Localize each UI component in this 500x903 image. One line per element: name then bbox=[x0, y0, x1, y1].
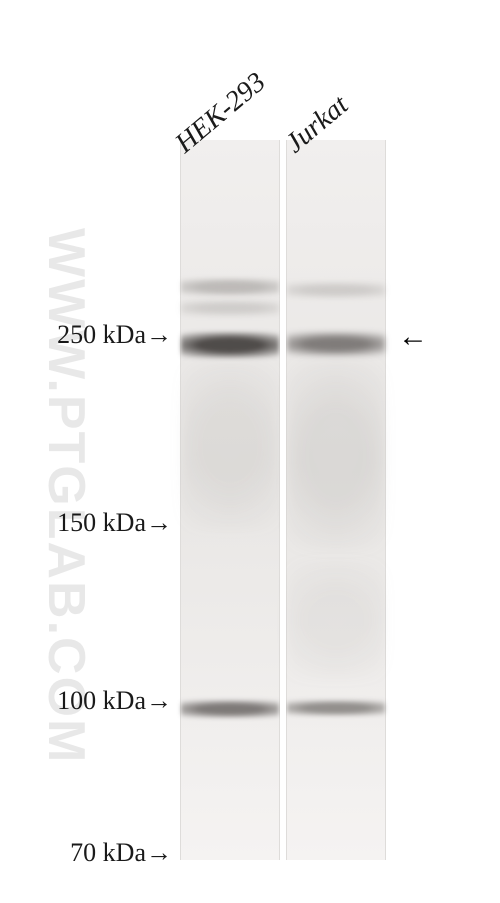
target-band-arrow-icon: ← bbox=[398, 320, 428, 354]
blot-band bbox=[181, 332, 279, 358]
blot-band bbox=[287, 700, 385, 716]
mw-marker-100: 100 kDa→ bbox=[57, 686, 172, 716]
blot-band bbox=[181, 360, 279, 530]
mw-marker-text: 100 kDa bbox=[57, 686, 146, 715]
mw-marker-text: 250 kDa bbox=[57, 320, 146, 349]
mw-marker-arrow-icon: → bbox=[146, 508, 172, 537]
mw-marker-arrow-icon: → bbox=[146, 838, 172, 867]
mw-marker-text: 70 kDa bbox=[70, 838, 146, 867]
blot-band bbox=[287, 282, 385, 298]
lane-gap bbox=[280, 140, 286, 860]
mw-marker-150: 150 kDa→ bbox=[57, 508, 172, 538]
blot-band bbox=[287, 560, 385, 680]
mw-marker-arrow-icon: → bbox=[146, 686, 172, 715]
blot-lane-2 bbox=[286, 140, 386, 860]
blot-band bbox=[181, 700, 279, 718]
watermark-text: WWW.PTGLAB.COM bbox=[36, 228, 96, 764]
blot-band bbox=[181, 300, 279, 316]
mw-marker-arrow-icon: → bbox=[146, 320, 172, 349]
mw-marker-text: 150 kDa bbox=[57, 508, 146, 537]
blot-lane-1 bbox=[180, 140, 280, 860]
blot-band bbox=[287, 360, 385, 550]
western-blot-figure: HEK-293 Jurkat 250 kDa→ 150 kDa→ 100 kDa… bbox=[0, 0, 500, 903]
mw-marker-250: 250 kDa→ bbox=[57, 320, 172, 350]
blot-band bbox=[287, 332, 385, 356]
blot-band bbox=[181, 278, 279, 296]
mw-marker-70: 70 kDa→ bbox=[70, 838, 172, 868]
